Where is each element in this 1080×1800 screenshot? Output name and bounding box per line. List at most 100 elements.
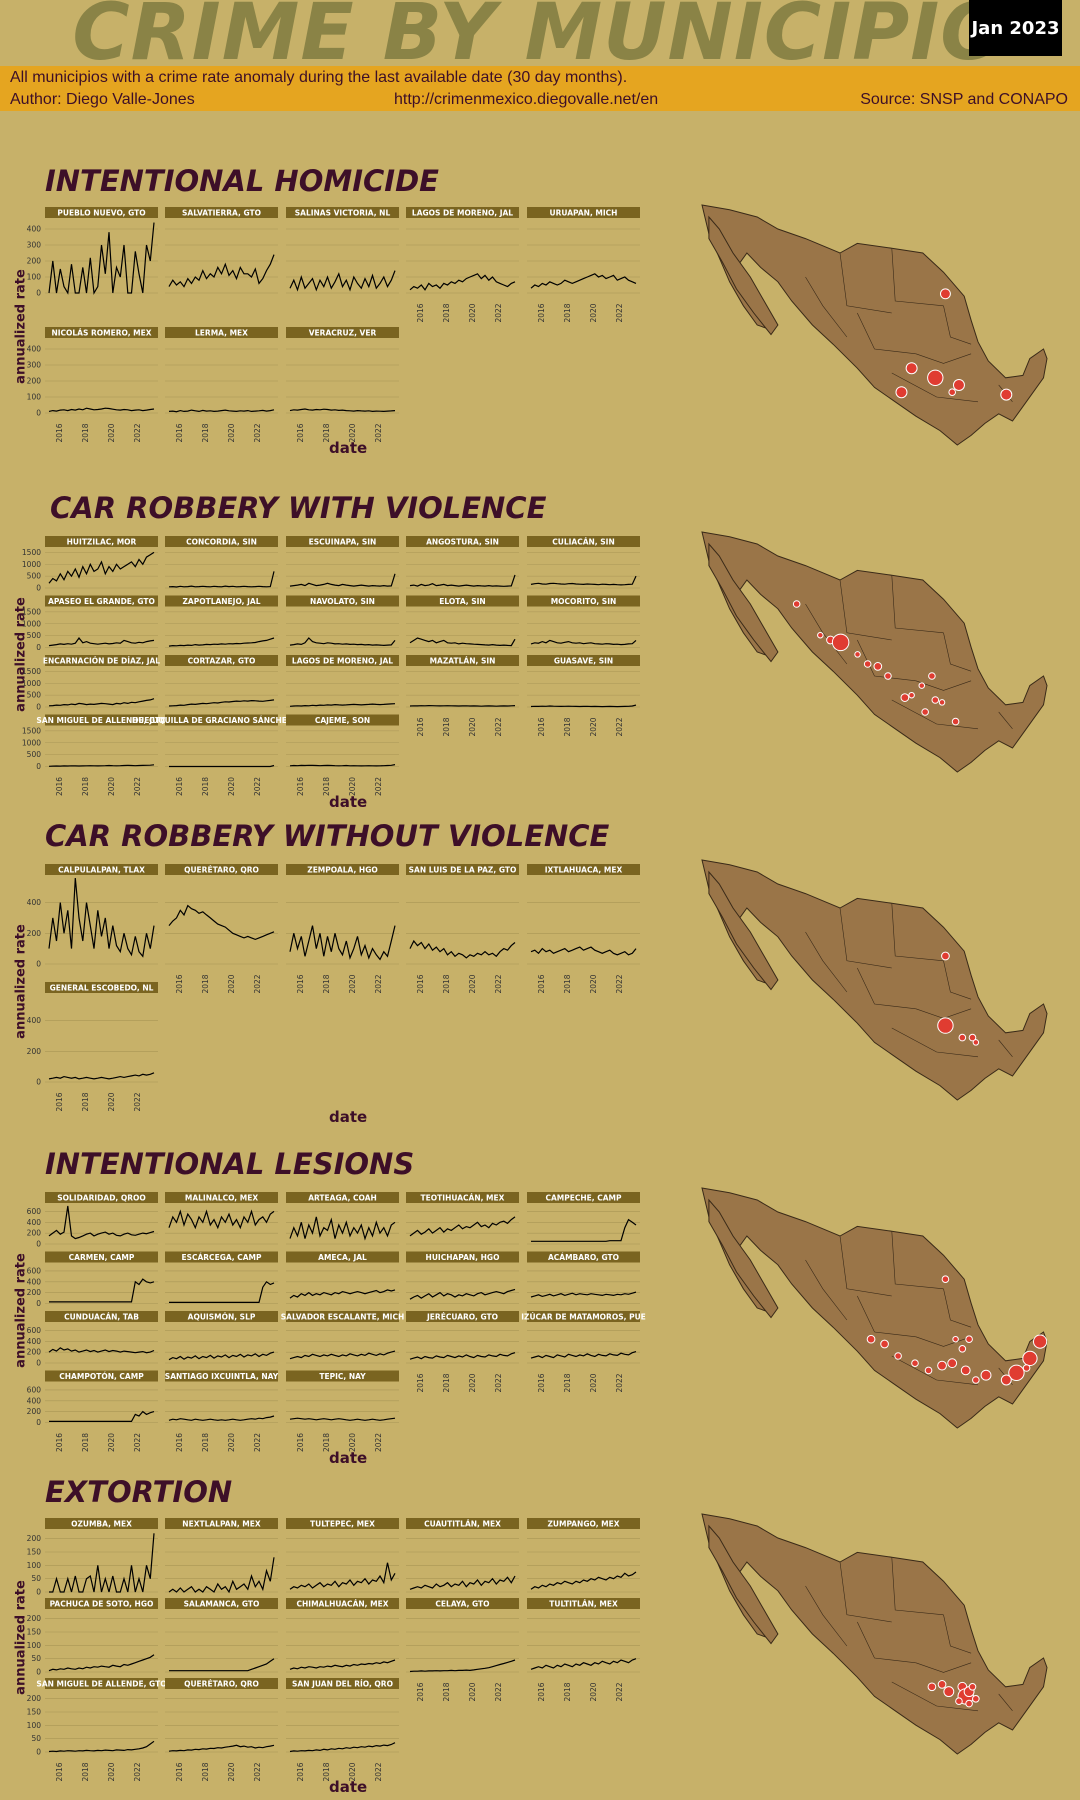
x-tick-label: 2022 <box>374 423 383 442</box>
state-border <box>998 1693 1013 1711</box>
mexico-outline <box>701 1187 1048 1429</box>
series-line <box>48 637 155 647</box>
panel-label: ANGOSTURA, SIN <box>426 538 499 547</box>
y-tick-label: 0 <box>36 1588 41 1597</box>
panel-strip <box>527 595 640 607</box>
y-tick-label: 100 <box>27 1561 42 1570</box>
series-line <box>168 904 275 941</box>
panel: SALVADOR ESCALANTE, MICH <box>281 1311 404 1364</box>
panel-strip <box>165 536 278 547</box>
y-tick-label: 600 <box>27 1207 42 1216</box>
x-tick-label: 2022 <box>615 303 624 322</box>
state-border <box>839 1561 892 1623</box>
panel-label: TEPIC, NAY <box>319 1372 366 1381</box>
panel-strip <box>286 1518 399 1529</box>
panel: TULTITLÁN, MEX 2016 2018 2020 2022 <box>527 1598 640 1702</box>
car-robbery-no-violence-map <box>701 859 1048 1101</box>
y-tick-label: 200 <box>27 1047 42 1056</box>
panel-strip <box>165 207 278 218</box>
x-axis-label: date <box>329 1448 368 1467</box>
panel: ZEMPOALA, HGO 2016 2018 2020 2022 <box>286 864 399 994</box>
state-border <box>805 603 848 665</box>
series-line <box>168 1415 275 1421</box>
anomaly-dot <box>937 1680 947 1689</box>
panel-label: MAZATLÁN, SIN <box>430 657 496 666</box>
panel: CORTAZAR, GTO <box>165 655 278 708</box>
panel: CUAUTITLÁN, MEX <box>406 1518 519 1593</box>
panel-strip <box>45 1251 158 1263</box>
panel-strip <box>165 327 278 338</box>
data-source: Source: SNSP and CONAPO <box>860 91 1068 108</box>
state-border <box>943 1288 972 1328</box>
x-tick-label: 2016 <box>296 1762 305 1781</box>
panel-strip <box>527 207 640 218</box>
state-border <box>891 1231 944 1290</box>
anomaly-dot <box>918 682 926 689</box>
x-tick-label: 2022 <box>494 303 503 322</box>
y-tick-label: 1500 <box>22 667 41 676</box>
anomaly-dot <box>1008 1364 1025 1382</box>
state-border <box>839 907 892 969</box>
state-border <box>839 252 892 314</box>
section-title: CAR ROBBERY WITHOUT VIOLENCE <box>45 819 610 853</box>
panel: SAN LUIS DE LA PAZ, GTO 2016 2018 2020 2022 <box>406 864 519 994</box>
panel: ARTEAGA, COAH <box>286 1192 399 1245</box>
mexico-outline <box>701 859 1048 1101</box>
panel: HUEJUQUILLA DE GRACIANO SÁNCHEZ, JAL 2016… <box>132 714 311 796</box>
state-border <box>915 1336 972 1347</box>
series-line <box>409 704 516 707</box>
panel-label: AQUISMÓN, SLP <box>188 1313 256 1322</box>
panel-label: ELOTA, SIN <box>439 597 485 606</box>
panel-label: APASEO EL GRANDE, GTO <box>48 597 155 606</box>
series-line <box>409 574 516 587</box>
series-line <box>530 1571 637 1590</box>
x-tick-label: 2022 <box>374 1762 383 1781</box>
anomaly-dot <box>965 1699 973 1708</box>
panel-strip <box>165 1598 278 1609</box>
panel: ESCÁRCEGA, CAMP <box>165 1251 278 1304</box>
x-tick-label: 2018 <box>563 974 572 993</box>
panel-label: JERÉCUARO, GTO <box>426 1313 498 1322</box>
panel-label: VERACRUZ, VER <box>309 329 377 338</box>
x-tick-label: 2022 <box>253 1433 262 1452</box>
y-tick-label: 100 <box>27 1641 42 1650</box>
panel-strip <box>45 1192 158 1203</box>
series-line <box>168 1351 275 1361</box>
anomaly-dot <box>955 1697 963 1705</box>
panel-strip <box>45 864 158 875</box>
x-tick-label: 2018 <box>201 423 210 442</box>
panel-strip <box>406 1518 519 1529</box>
series-line <box>530 946 637 956</box>
section-title: INTENTIONAL HOMICIDE <box>45 164 439 198</box>
anomaly-dot <box>968 1033 977 1042</box>
series-line <box>48 1205 155 1240</box>
panel: ACÁMBARO, GTO <box>527 1251 640 1304</box>
y-tick-label: 1000 <box>22 738 41 747</box>
x-tick-label: 2022 <box>494 1373 503 1392</box>
panel-strip <box>45 327 158 338</box>
anomaly-dot <box>1022 1364 1031 1372</box>
x-tick-label: 2018 <box>81 423 90 442</box>
x-tick-label: 2016 <box>416 717 425 736</box>
panel: TULTEPEC, MEX <box>286 1518 399 1593</box>
panel-label: LAGOS DE MORENO, JAL <box>292 657 393 666</box>
x-tick-label: 2022 <box>615 717 624 736</box>
panel-label: ESCÁRCEGA, CAMP <box>181 1253 262 1262</box>
x-tick-label: 2018 <box>322 1433 331 1452</box>
panel-strip <box>406 1251 519 1263</box>
y-tick-label: 500 <box>27 750 42 759</box>
x-tick-label: 2016 <box>175 1762 184 1781</box>
anomaly-dot <box>968 1683 977 1691</box>
section-title: INTENTIONAL LESIONS <box>45 1147 415 1181</box>
subtitle: All municipios with a crime rate anomaly… <box>10 69 628 86</box>
y-tick-label: 0 <box>36 1299 41 1308</box>
panel-label: AMECA, JAL <box>318 1253 367 1262</box>
panel-label: CUAUTITLÁN, MEX <box>424 1520 501 1529</box>
x-axis-label: date <box>329 1778 368 1796</box>
panel-label: ZEMPOALA, HGO <box>307 866 378 875</box>
series-line <box>48 222 155 295</box>
x-tick-label: 2016 <box>55 423 64 442</box>
x-tick-label: 2018 <box>563 303 572 322</box>
anomaly-dot <box>931 696 940 704</box>
panel-strip <box>165 595 278 607</box>
